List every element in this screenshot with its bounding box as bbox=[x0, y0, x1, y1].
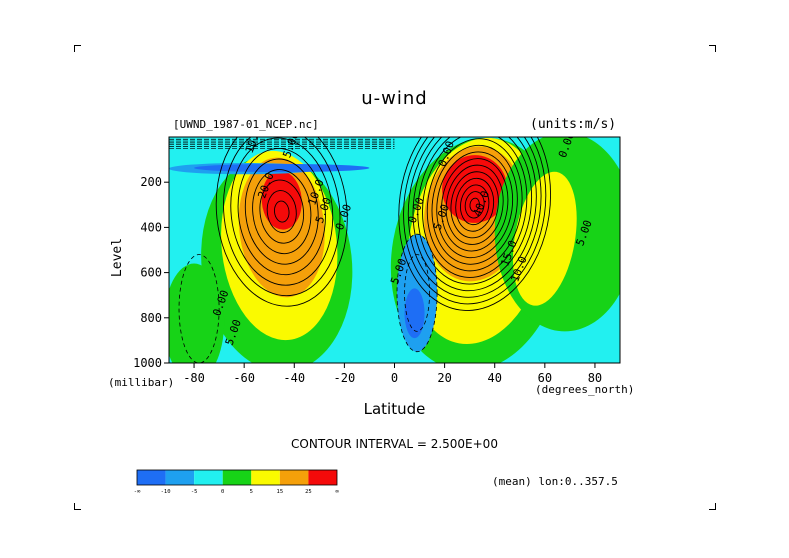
x-axis-unit: (degrees_north) bbox=[535, 383, 635, 396]
x-tick-label-3: -20 bbox=[334, 371, 356, 385]
colorbar-label-5: 15 bbox=[277, 489, 284, 495]
colorbar-label-1: -10 bbox=[161, 489, 171, 495]
units-label: (units:m/s) bbox=[530, 117, 617, 132]
southern-jet-contour-9 bbox=[215, 137, 348, 307]
contour-fill-11 bbox=[404, 288, 425, 339]
crop-mark-top-left bbox=[74, 45, 81, 52]
contour-fill-3 bbox=[261, 170, 302, 230]
colorbar: -∞ -10 -5 0 5 15 25 ∞ bbox=[134, 469, 339, 495]
contour-fill-12 bbox=[169, 263, 225, 363]
contour-fill-9 bbox=[512, 171, 577, 306]
crop-mark-top-right bbox=[709, 45, 716, 52]
northern-jet-contour-4 bbox=[455, 177, 495, 232]
northern-jet-contour-3 bbox=[459, 184, 490, 226]
colorbar-swatch-3 bbox=[222, 470, 252, 485]
southern-jet-contour-8 bbox=[223, 137, 341, 297]
y-axis: 200 400 600 800 1000 bbox=[133, 175, 169, 370]
easterly-contour-2 bbox=[178, 254, 220, 363]
easterly-contour-0 bbox=[396, 233, 438, 353]
northern-jet-contour-12 bbox=[417, 137, 533, 285]
northern-jet-contour-15 bbox=[403, 137, 547, 305]
northern-jet-contour-13 bbox=[412, 137, 537, 292]
northern-jet-contour-16 bbox=[398, 137, 552, 311]
y-tick-label-4: 1000 bbox=[133, 356, 162, 370]
colorbar-label-0: -∞ bbox=[134, 489, 141, 495]
x-tick-label-6: 40 bbox=[487, 371, 501, 385]
x-axis-label: Latitude bbox=[363, 400, 426, 418]
y-axis-unit: (millibar) bbox=[108, 376, 175, 389]
colorbar-swatch-6 bbox=[308, 470, 337, 485]
southern-jet-contour-5 bbox=[244, 158, 319, 265]
contour-lines bbox=[169, 137, 552, 363]
crop-mark-bottom-left bbox=[74, 503, 81, 510]
colorbar-swatch-5 bbox=[279, 470, 309, 485]
colorbar-label-6: 25 bbox=[305, 489, 312, 495]
northern-jet-contour-5 bbox=[450, 171, 499, 239]
northern-jet-contour-8 bbox=[436, 151, 514, 259]
x-tick-label-1: -60 bbox=[233, 371, 255, 385]
colorbar-frame bbox=[136, 469, 338, 486]
colorbar-label-4: 5 bbox=[250, 489, 253, 495]
crop-mark-bottom-right bbox=[709, 503, 716, 510]
mean-longitude-text: (mean) lon:0..357.5 bbox=[492, 475, 618, 488]
chart-title: u-wind bbox=[361, 88, 428, 109]
x-tick-label-8: 80 bbox=[588, 371, 602, 385]
easterly-contour-1 bbox=[404, 254, 430, 332]
northern-jet-contour-14 bbox=[407, 137, 542, 298]
contour-fill-7 bbox=[442, 155, 508, 223]
contour-interval-text: CONTOUR INTERVAL = 2.500E+00 bbox=[291, 437, 498, 451]
x-axis: -80 -60 -40 -20 0 20 40 60 80 bbox=[183, 363, 602, 385]
colorbar-swatch-4 bbox=[251, 470, 280, 485]
southern-jet-contour-3 bbox=[259, 179, 305, 244]
southern-jet-contour-1 bbox=[274, 200, 290, 223]
southern-jet-contour-2 bbox=[266, 190, 297, 234]
colorbar-swatch-1 bbox=[165, 470, 195, 485]
northern-jet-contour-6 bbox=[445, 164, 504, 245]
northern-jet-contour-9 bbox=[431, 144, 518, 265]
y-tick-label-3: 800 bbox=[140, 311, 162, 325]
colorbar-label-3: 0 bbox=[221, 489, 224, 495]
colorbar-swatch-2 bbox=[194, 470, 223, 485]
southern-jet-contour-7 bbox=[230, 137, 334, 286]
northern-jet-contour-7 bbox=[441, 158, 509, 252]
y-tick-label-2: 600 bbox=[140, 266, 162, 280]
colorbar-label-2: -5 bbox=[191, 489, 198, 495]
northern-jet-contour-2 bbox=[464, 191, 485, 219]
x-tick-label-5: 20 bbox=[437, 371, 451, 385]
southern-jet-contour-4 bbox=[252, 169, 312, 255]
x-tick-label-7: 60 bbox=[538, 371, 552, 385]
northern-jet-contour-11 bbox=[422, 137, 528, 278]
file-label: [UWND_1987-01_NCEP.nc] bbox=[173, 118, 319, 131]
x-tick-label-2: -40 bbox=[283, 371, 305, 385]
northern-jet-contour-10 bbox=[426, 138, 523, 272]
x-tick-label-4: 0 bbox=[391, 371, 398, 385]
y-tick-label-1: 400 bbox=[140, 220, 162, 234]
northern-jet-contour-1 bbox=[469, 197, 480, 212]
colorbar-label-7: ∞ bbox=[335, 489, 339, 495]
colorbar-swatch-0 bbox=[137, 470, 166, 485]
y-tick-label-0: 200 bbox=[140, 175, 162, 189]
x-tick-label-0: -80 bbox=[183, 371, 205, 385]
